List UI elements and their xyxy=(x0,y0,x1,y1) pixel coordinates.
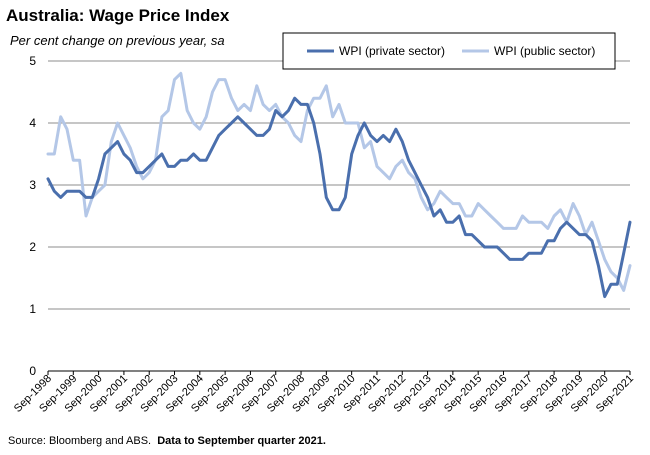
series-line-wpi-public-sector xyxy=(46,71,632,292)
y-tick-label: 5 xyxy=(29,54,36,68)
source-note: Source: Bloomberg and ABS. Data to Septe… xyxy=(8,435,326,447)
data-note: Data to September quarter 2021. xyxy=(157,435,326,447)
y-tick-label: 2 xyxy=(29,240,36,254)
chart-subtitle: Per cent change on previous year, sa xyxy=(10,33,225,48)
chart-title: Australia: Wage Price Index xyxy=(6,6,230,25)
y-tick-label: 4 xyxy=(29,116,36,130)
legend-label: WPI (public sector) xyxy=(494,44,595,58)
series-line-wpi-private-sector xyxy=(46,96,632,299)
legend-label: WPI (private sector) xyxy=(339,44,445,58)
y-tick-label: 3 xyxy=(29,178,36,192)
legend xyxy=(282,32,616,70)
source-text: Source: Bloomberg and ABS. xyxy=(8,435,152,447)
y-tick-label: 1 xyxy=(29,302,36,316)
y-tick-label: 0 xyxy=(29,364,36,378)
